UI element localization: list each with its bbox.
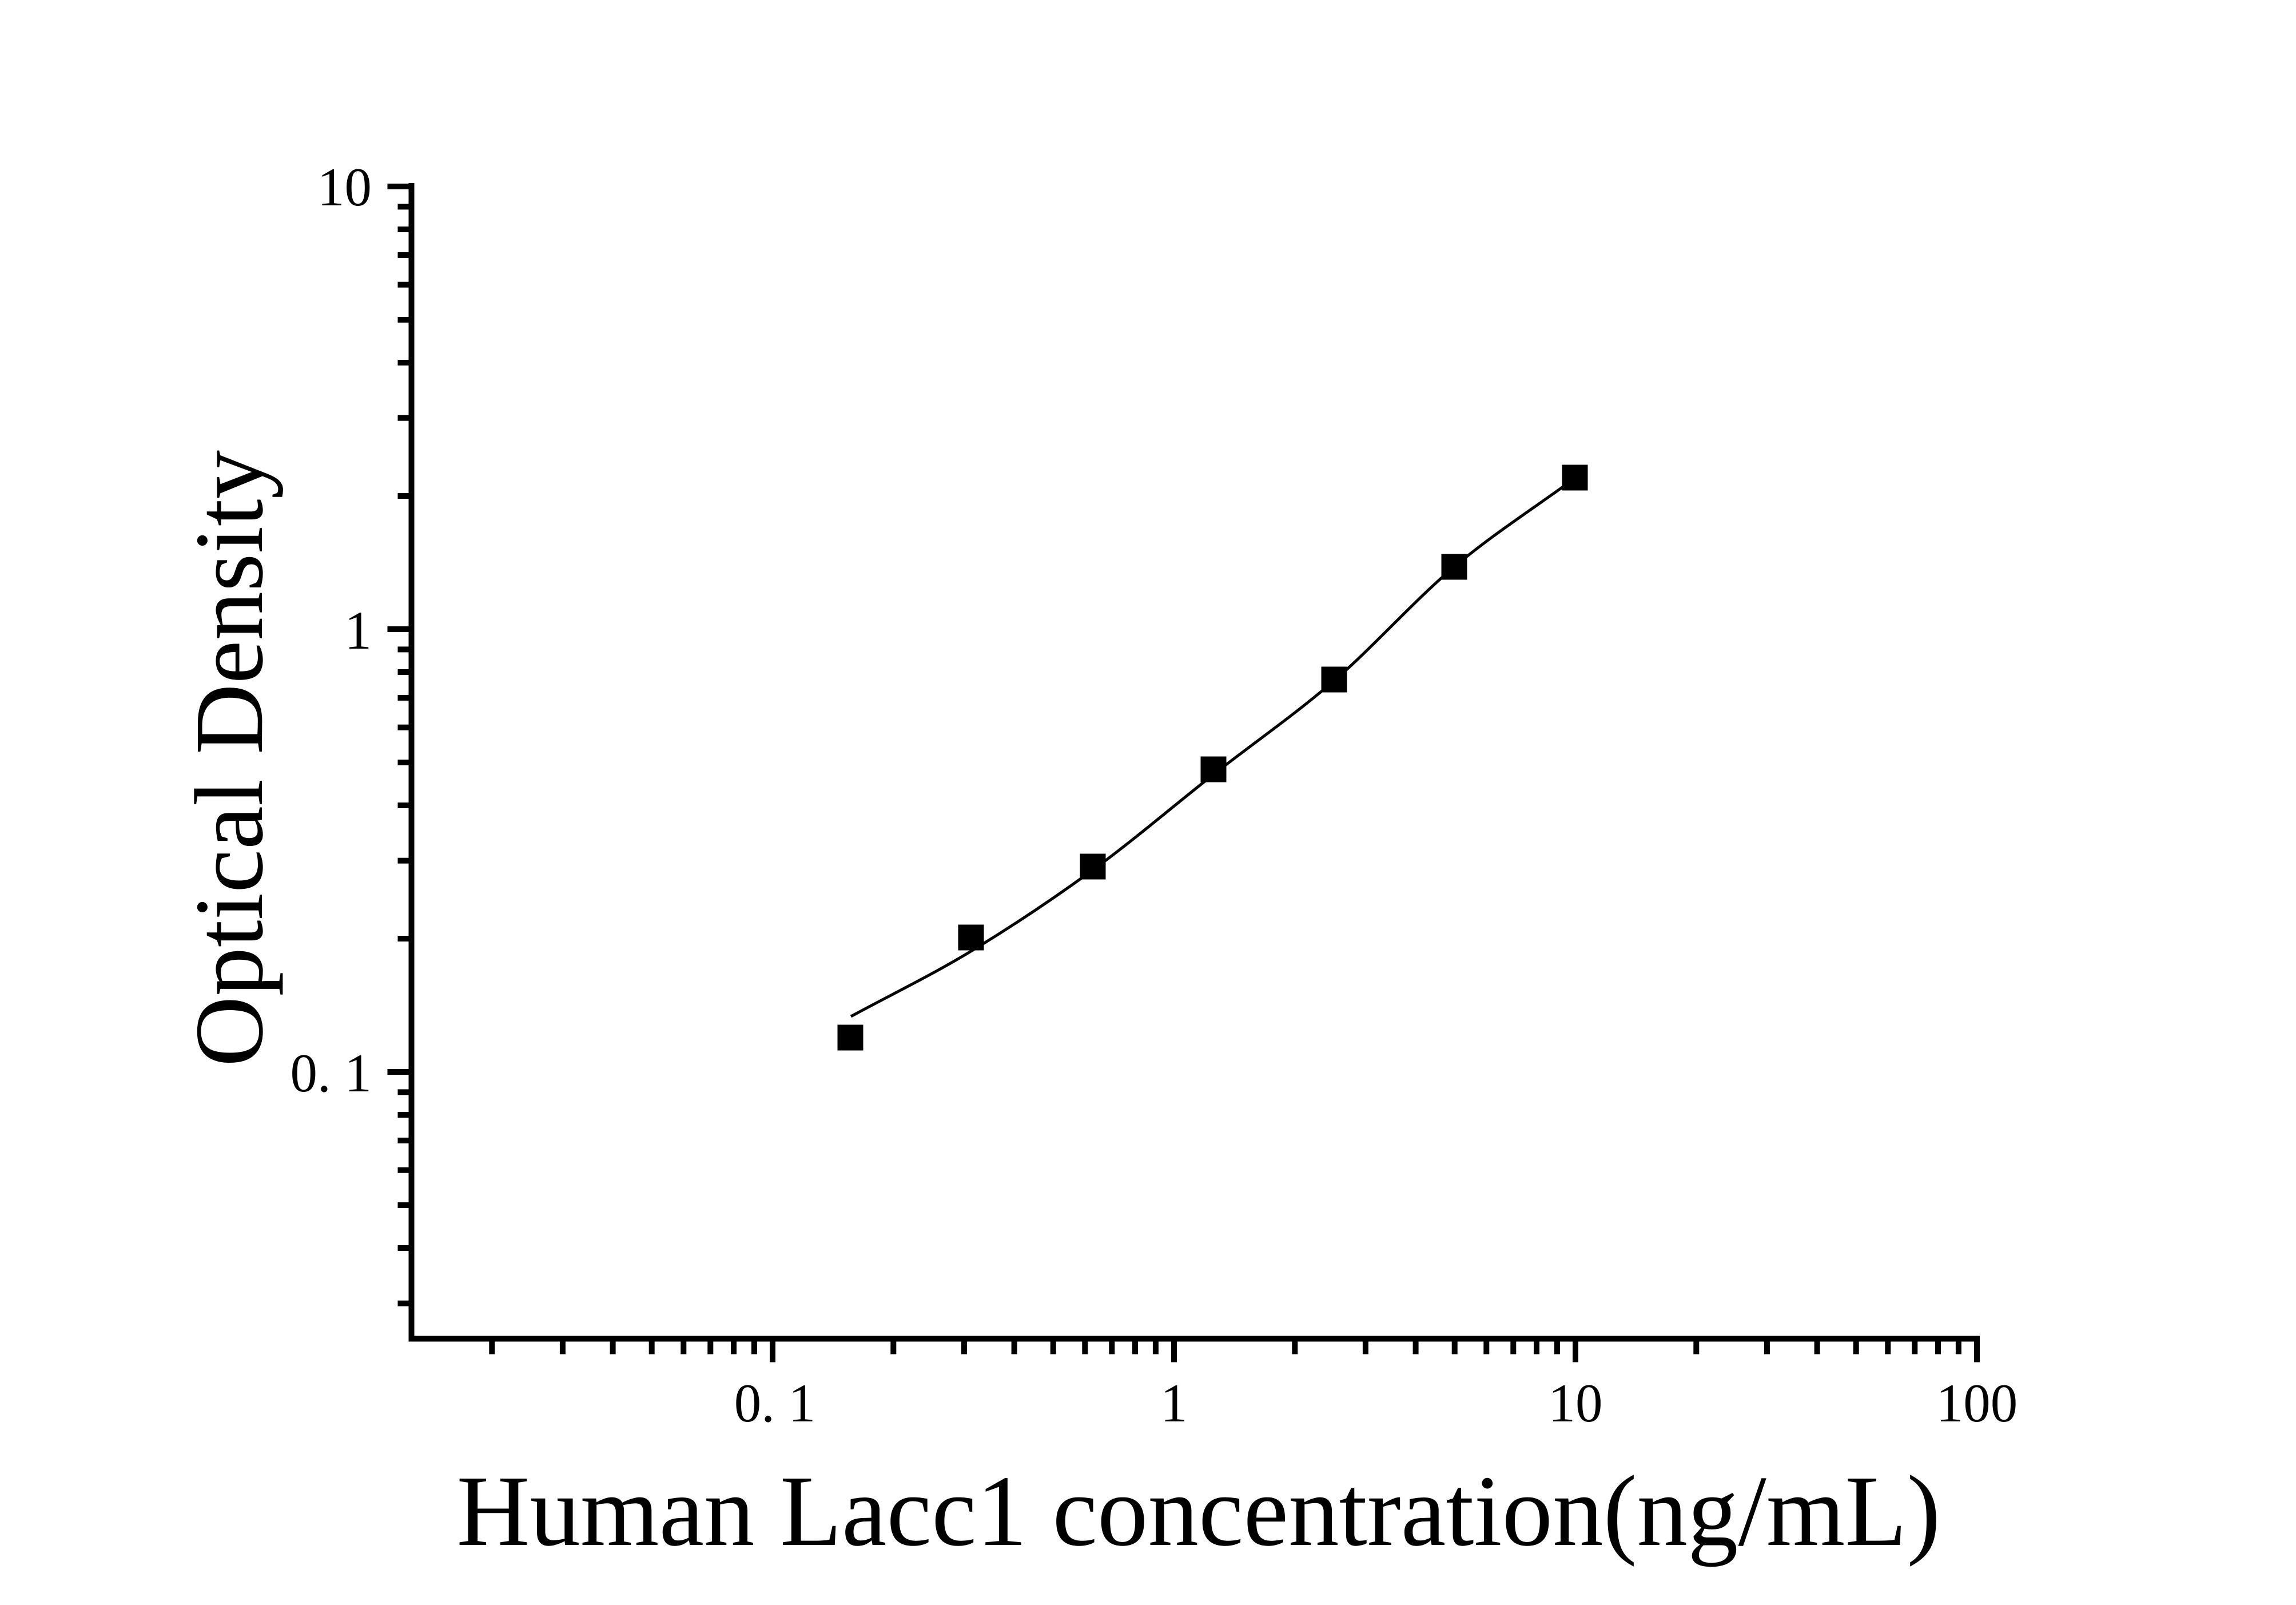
- svg-text:10: 10: [317, 157, 372, 217]
- svg-text:Human Lacc1 concentration(ng/m: Human Lacc1 concentration(ng/mL): [457, 1455, 1941, 1567]
- svg-text:0. 1: 0. 1: [291, 1043, 372, 1103]
- svg-text:100: 100: [1936, 1373, 2018, 1433]
- svg-text:Optical Density: Optical Density: [175, 450, 284, 1067]
- svg-text:10: 10: [1549, 1373, 1603, 1433]
- svg-text:1: 1: [345, 600, 372, 661]
- svg-text:0. 1: 0. 1: [734, 1373, 816, 1433]
- svg-text:1: 1: [1160, 1373, 1188, 1433]
